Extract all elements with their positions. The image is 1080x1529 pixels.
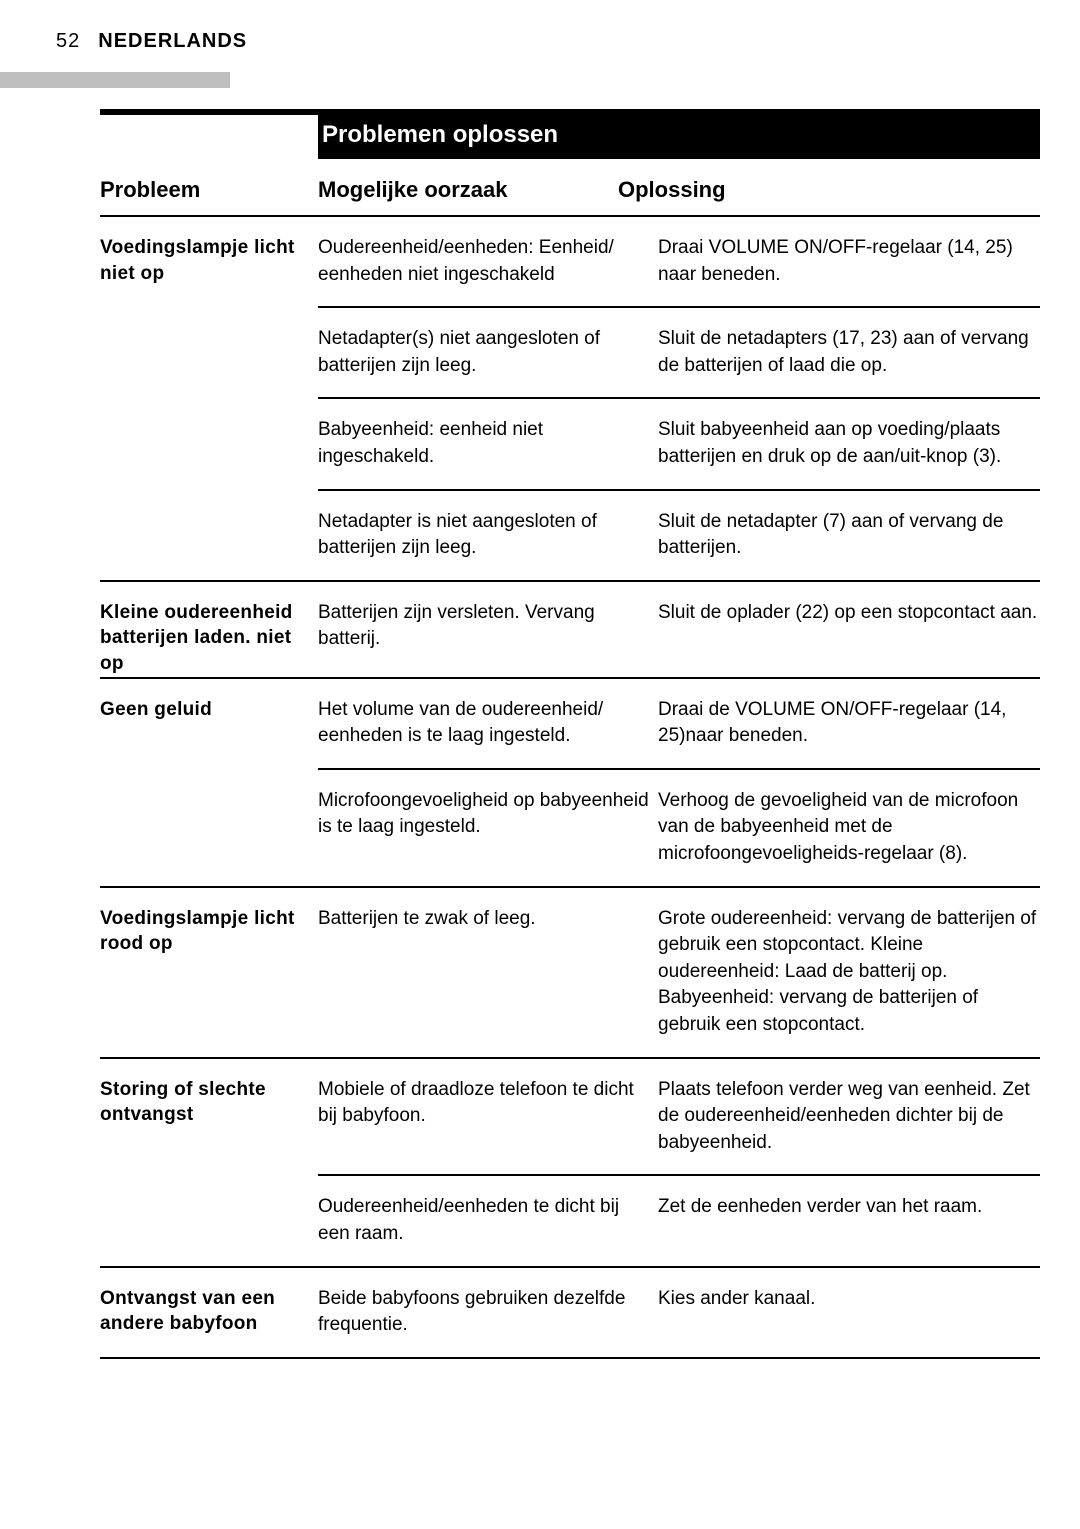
cause-text: Microfoongevoeligheid op babyeenheid is … <box>318 788 658 868</box>
section-row: Geen geluidHet volume van de oudereenhei… <box>100 679 1040 886</box>
sections-container: Voedingslampje licht niet opOudereenheid… <box>100 217 1040 1359</box>
section: Kleine oudereenheid batterijen laden. ni… <box>100 582 1040 679</box>
rows-container: Batterijen te zwak of leeg.Grote ouderee… <box>318 888 1040 1057</box>
cause-text: Beide babyfoons gebruiken dezelfde frequ… <box>318 1286 658 1339</box>
solution-text: Kies ander kanaal. <box>658 1286 1040 1339</box>
cause-solution-row: Oudereenheid/eenheden: Eenheid/ eenheden… <box>318 217 1040 308</box>
cause-text: Netadapter(s) niet aangesloten of batter… <box>318 326 658 379</box>
column-headers: Probleem Mogelijke oorzaak Oplossing <box>100 159 1040 217</box>
cause-solution-row: Batterijen zijn versleten. Vervang batte… <box>318 582 1040 671</box>
header-problem: Probleem <box>100 177 318 203</box>
side-tab <box>0 72 230 88</box>
header-solution: Oplossing <box>618 177 1040 203</box>
cause-text: Babyeenheid: eenheid niet ingeschakeld. <box>318 417 658 470</box>
cause-text: Batterijen zijn versleten. Vervang batte… <box>318 600 658 653</box>
section-title: Problemen oplossen <box>318 115 1040 159</box>
title-bar: Problemen oplossen <box>100 109 1040 159</box>
cause-text: Mobiele of draadloze telefoon te dicht b… <box>318 1077 658 1157</box>
cause-solution-row: Mobiele of draadloze telefoon te dicht b… <box>318 1059 1040 1177</box>
section-row: Ontvangst van een andere babyfoonBeide b… <box>100 1268 1040 1357</box>
header-cause: Mogelijke oorzaak <box>318 177 618 203</box>
problem-label: Geen geluid <box>100 679 318 886</box>
section: Storing of slechte ontvangstMobiele of d… <box>100 1059 1040 1268</box>
problem-label: Voedingslampje licht rood op <box>100 888 318 1057</box>
problem-label: Storing of slechte ontvangst <box>100 1059 318 1266</box>
section: Voedingslampje licht rood opBatterijen t… <box>100 888 1040 1059</box>
cause-solution-row: Microfoongevoeligheid op babyeenheid is … <box>318 770 1040 886</box>
title-spacer <box>100 115 318 159</box>
rows-container: Het volume van de oudereenheid/ eenheden… <box>318 679 1040 886</box>
solution-text: Draai VOLUME ON/OFF-regelaar (14, 25) na… <box>658 235 1040 288</box>
cause-solution-row: Het volume van de oudereenheid/ eenheden… <box>318 679 1040 770</box>
page-header: 52 NEDERLANDS <box>56 30 1040 53</box>
solution-text: Grote oudereenheid: vervang de batterije… <box>658 906 1040 1039</box>
cause-text: Netadapter is niet aangesloten of batter… <box>318 509 658 562</box>
problem-label: Ontvangst van een andere babyfoon <box>100 1268 318 1357</box>
cause-solution-row: Oudereenheid/eenheden te dicht bij een r… <box>318 1176 1040 1265</box>
language-label: NEDERLANDS <box>98 30 247 53</box>
cause-solution-row: Babyeenheid: eenheid niet ingeschakeld.S… <box>318 399 1040 490</box>
cause-solution-row: Netadapter is niet aangesloten of batter… <box>318 491 1040 580</box>
solution-text: Verhoog de gevoeligheid van de microfoon… <box>658 788 1040 868</box>
solution-text: Zet de eenheden verder van het raam. <box>658 1194 1040 1247</box>
section-row: Kleine oudereenheid batterijen laden. ni… <box>100 582 1040 677</box>
cause-text: Batterijen te zwak of leeg. <box>318 906 658 1039</box>
problem-label: Kleine oudereenheid batterijen laden. ni… <box>100 582 318 677</box>
page-number: 52 <box>56 30 80 53</box>
cause-solution-row: Netadapter(s) niet aangesloten of batter… <box>318 308 1040 399</box>
solution-text: Sluit de oplader (22) op een stopcontact… <box>658 600 1040 653</box>
solution-text: Sluit de netadapters (17, 23) aan of ver… <box>658 326 1040 379</box>
section-row: Voedingslampje licht rood opBatterijen t… <box>100 888 1040 1057</box>
section: Ontvangst van een andere babyfoonBeide b… <box>100 1268 1040 1359</box>
rows-container: Batterijen zijn versleten. Vervang batte… <box>318 582 1040 677</box>
cause-text: Oudereenheid/eenheden: Eenheid/ eenheden… <box>318 235 658 288</box>
section-row: Storing of slechte ontvangstMobiele of d… <box>100 1059 1040 1266</box>
cause-text: Oudereenheid/eenheden te dicht bij een r… <box>318 1194 658 1247</box>
problem-label: Voedingslampje licht niet op <box>100 217 318 580</box>
rows-container: Mobiele of draadloze telefoon te dicht b… <box>318 1059 1040 1266</box>
solution-text: Sluit de netadapter (7) aan of vervang d… <box>658 509 1040 562</box>
cause-solution-row: Beide babyfoons gebruiken dezelfde frequ… <box>318 1268 1040 1357</box>
rows-container: Oudereenheid/eenheden: Eenheid/ eenheden… <box>318 217 1040 580</box>
cause-solution-row: Batterijen te zwak of leeg.Grote ouderee… <box>318 888 1040 1057</box>
rows-container: Beide babyfoons gebruiken dezelfde frequ… <box>318 1268 1040 1357</box>
section: Geen geluidHet volume van de oudereenhei… <box>100 679 1040 888</box>
section-row: Voedingslampje licht niet opOudereenheid… <box>100 217 1040 580</box>
solution-text: Draai de VOLUME ON/OFF-regelaar (14, 25)… <box>658 697 1040 750</box>
section: Voedingslampje licht niet opOudereenheid… <box>100 217 1040 582</box>
cause-text: Het volume van de oudereenheid/ eenheden… <box>318 697 658 750</box>
page: 52 NEDERLANDS Problemen oplossen Problee… <box>0 0 1080 1529</box>
solution-text: Plaats telefoon verder weg van eenheid. … <box>658 1077 1040 1157</box>
solution-text: Sluit babyeenheid aan op voeding/plaats … <box>658 417 1040 470</box>
